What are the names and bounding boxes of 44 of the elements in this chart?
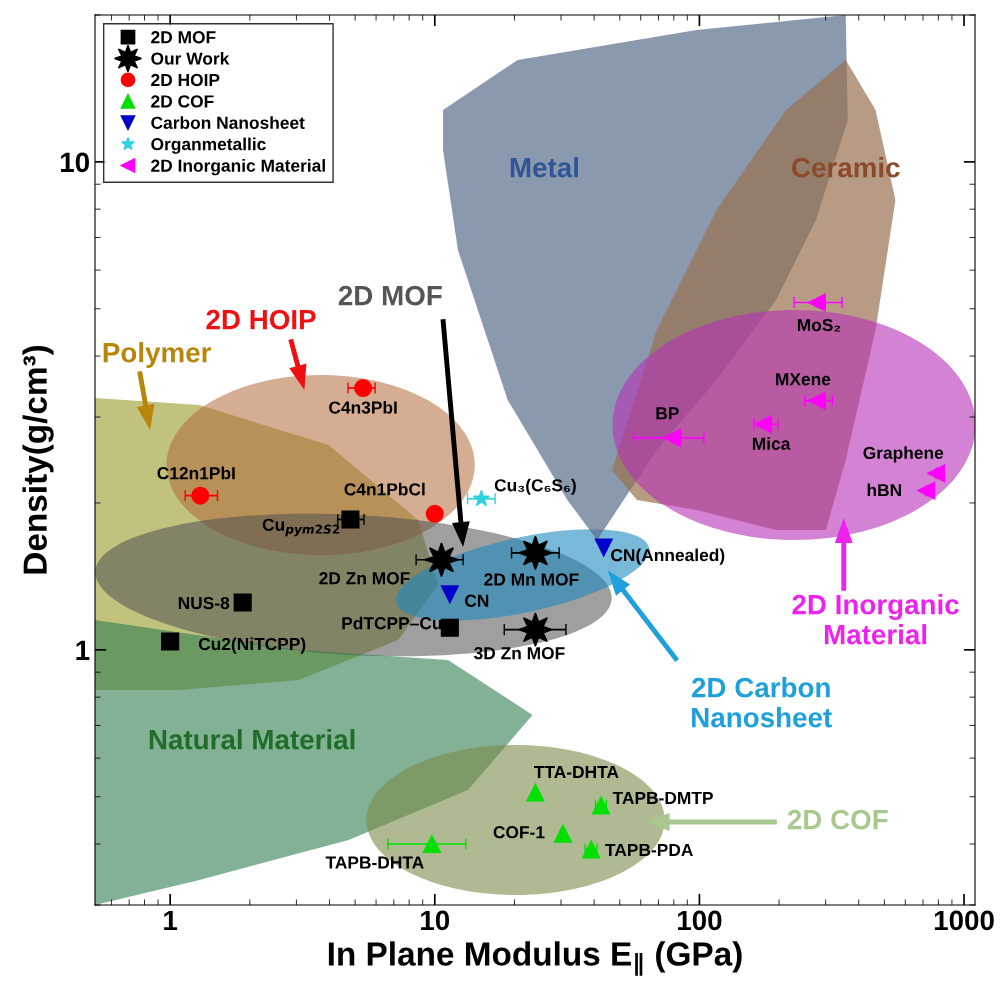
annotation: BP [656, 407, 679, 420]
legend-label: Our Work [151, 52, 230, 65]
annotation: Cu$_{pym2S2}$ [262, 518, 340, 537]
legend-label: 2D Inorganic Material [151, 159, 325, 176]
annotation: 2D Carbon Nanosheet [691, 677, 832, 728]
annotation: MoS₂ [797, 318, 841, 332]
annotation: Natural Material [149, 729, 355, 750]
annotation: C4n1PbCl [344, 482, 425, 496]
annotation: NUS-8 [178, 596, 230, 610]
legend-label: Carbon Nanosheet [151, 116, 305, 129]
annotation: 2D Mn MOF [484, 573, 579, 586]
annotation: COF-1 [493, 826, 545, 839]
annotation: Mica [752, 437, 791, 450]
legend-label: 2D HOIP [151, 73, 220, 87]
legend-label: 2D MOF [151, 31, 216, 44]
annotation: TAPB-DMTP [612, 791, 713, 804]
annotation: TAPB-DHTA [325, 856, 424, 869]
annotation: 2D Inorganic Material [792, 594, 959, 645]
annotation: CN(Annealed) [611, 548, 725, 565]
annotation: Cu2(NiTCPP) [198, 637, 306, 654]
annotation: Cu₃(C₆S₆) [494, 478, 576, 495]
annotation: 3D Zn MOF [473, 647, 565, 660]
annotation: 2D HOIP [206, 309, 316, 330]
y-axis-title: Density(g/cm³) [22, 345, 54, 574]
x-tick-label: 10 [421, 910, 450, 931]
annotation: CN [465, 594, 489, 607]
annotation: MXene [776, 373, 831, 386]
annotation: PdTCPP–Cu [342, 616, 442, 630]
annotation: C4n3PbI [329, 400, 397, 414]
annotation: C12n1PbI [157, 466, 235, 480]
annotation: 2D Zn MOF [319, 572, 410, 585]
annotation: hBN [867, 483, 901, 497]
annotation: Polymer [103, 342, 212, 368]
legend-label: Organmetallic [151, 137, 266, 154]
annotation: 2D MOF [338, 285, 442, 306]
x-tick-label: 1000 [934, 910, 994, 931]
annotation: 2D COF [787, 809, 888, 830]
annotation: TTA-DHTA [534, 766, 619, 779]
annotation: Graphene [863, 446, 944, 463]
legend-label: 2D COF [151, 95, 214, 108]
x-tick-label: 1 [164, 910, 178, 930]
annotation: Metal [510, 157, 578, 178]
x-tick-label: 100 [677, 910, 722, 931]
x-axis-title: In Plane Modulus E$_{∥}$ (GPa) [328, 941, 742, 976]
